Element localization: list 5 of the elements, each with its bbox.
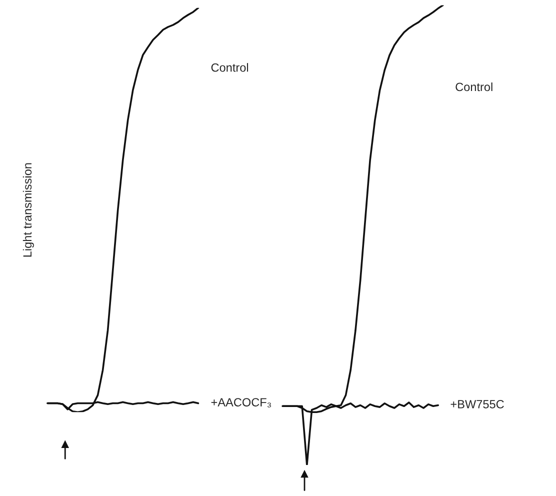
text: Control <box>456 82 492 92</box>
series-label: +AACOCF₃ <box>211 398 271 408</box>
series-label: +BW755C <box>450 400 504 408</box>
y-axis-title: Light transmission <box>22 163 34 257</box>
text: Control <box>211 63 248 72</box>
